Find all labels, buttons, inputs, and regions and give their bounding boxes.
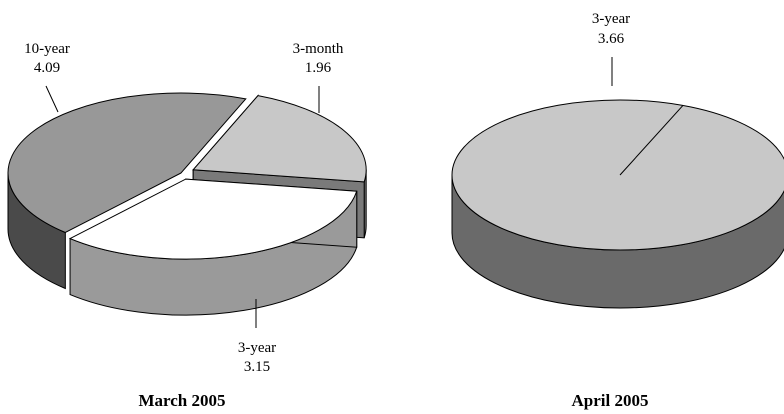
slice-label-3-month-name: 3-month <box>293 41 344 57</box>
april-pie-tops <box>451 99 784 251</box>
leader-line-10-year <box>45 85 59 113</box>
april-slice-divider <box>619 105 684 176</box>
slice-label-april-3-year-name: 3-year <box>592 11 630 27</box>
slice-label-3-year-value: 3.15 <box>244 359 270 375</box>
chart-april-2005: 3-year 3.66 April 2005 <box>451 11 784 410</box>
slice-label-10-year-value: 4.09 <box>34 60 60 76</box>
chart-title-april: April 2005 <box>572 391 649 410</box>
chart-title-march: March 2005 <box>138 391 225 410</box>
march-3-month-slice <box>192 95 367 183</box>
march-3-year-slice <box>68 178 358 260</box>
chart-march-2005: 10-year 4.09 3-month 1.96 3-year 3.15 Ma… <box>7 41 367 410</box>
slice-label-3-month-value: 1.96 <box>305 60 332 76</box>
slice-label-3-year-name: 3-year <box>238 340 276 356</box>
slice-label-10-year-name: 10-year <box>24 41 70 57</box>
april-3-year-slice <box>451 99 784 251</box>
slice-label-april-3-year-value: 3.66 <box>598 31 625 47</box>
march-pie-tops <box>7 92 367 260</box>
march-10-year-slice <box>7 92 247 234</box>
